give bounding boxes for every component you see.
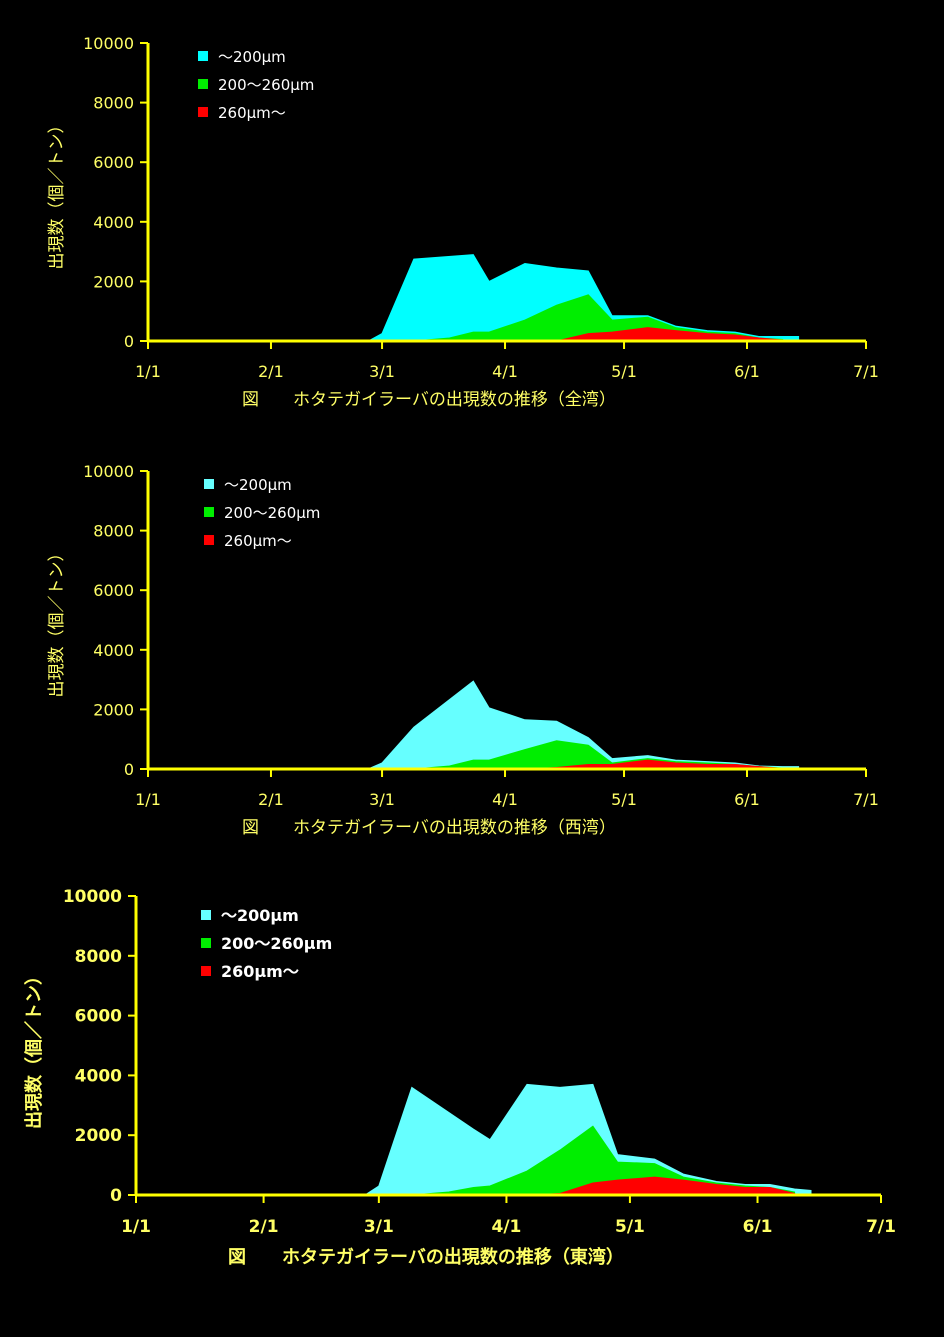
y-axis-title: 出現数（個／トン） xyxy=(47,545,67,698)
y-tick-label: 4000 xyxy=(93,641,134,660)
legend-swatch xyxy=(201,938,211,948)
legend-swatch xyxy=(198,79,208,89)
series-areas xyxy=(321,1083,812,1196)
series-areas xyxy=(326,680,800,770)
legend-label: 〜200μm xyxy=(224,476,292,494)
x-tick-label: 7/1 xyxy=(853,790,879,809)
legend-swatch xyxy=(201,910,211,920)
legend-swatch xyxy=(198,51,208,61)
series-area-1 xyxy=(326,254,800,342)
x-tick-label: 4/1 xyxy=(492,362,518,381)
y-tick-label: 10000 xyxy=(83,34,134,53)
chart-caption: 図 ホタテガイラーバの出現数の推移（西湾） xyxy=(242,818,616,838)
x-tick-label: 3/1 xyxy=(369,790,395,809)
legend-label: 260μm〜 xyxy=(218,104,286,122)
legend-swatch xyxy=(201,966,211,976)
x-tick-label: 4/1 xyxy=(492,790,518,809)
y-tick-label: 0 xyxy=(124,760,134,779)
x-tick-label: 2/1 xyxy=(258,790,284,809)
legend: 〜200μm 200〜260μm 260μm〜 xyxy=(204,476,320,550)
x-tick-label: 7/1 xyxy=(853,362,879,381)
x-tick-label: 2/1 xyxy=(258,362,284,381)
y-tick-label: 0 xyxy=(110,1186,122,1206)
legend-label: 〜200μm xyxy=(221,906,299,925)
y-tick-label: 4000 xyxy=(93,213,134,232)
x-tick-label: 5/1 xyxy=(611,790,637,809)
x-tick-label: 2/1 xyxy=(249,1217,279,1237)
y-tick-label: 8000 xyxy=(93,522,134,541)
series-area-1 xyxy=(326,680,800,770)
x-tick-label: 1/1 xyxy=(135,790,161,809)
x-tick-label: 3/1 xyxy=(364,1217,394,1237)
y-tick-label: 6000 xyxy=(93,153,134,172)
chart-caption: 図 ホタテガイラーバの出現数の推移（全湾） xyxy=(242,390,616,410)
y-tick-label: 10000 xyxy=(63,887,122,907)
x-tick-label: 6/1 xyxy=(734,790,760,809)
x-tick-label: 1/1 xyxy=(135,362,161,381)
x-tick-label: 6/1 xyxy=(734,362,760,381)
y-tick-label: 8000 xyxy=(75,947,122,967)
chart-panel-west-bay: 10000 8000 6000 4000 2000 01/1 2/1 3/1 4/1 5/1 6/1… xyxy=(47,462,879,838)
x-tick-label: 7/1 xyxy=(866,1217,896,1237)
legend-label: 200〜260μm xyxy=(224,504,320,522)
chart-panel-all-bay: 10000 8000 6000 4000 2000 01/1 2/1 3/1 4/1 5/1 6/1… xyxy=(47,34,879,410)
chart-panel-east-bay: 10000 8000 6000 4000 2000 0 1/1 2/1 3/1 4/1 5/1 6/1… xyxy=(23,887,896,1268)
legend-swatch xyxy=(204,479,214,489)
legend-label: 260μm〜 xyxy=(224,532,292,550)
legend: 〜200μm 200〜260μm 260μm〜 xyxy=(201,906,332,981)
legend-label: 200〜260μm xyxy=(218,76,314,94)
y-tick-label: 6000 xyxy=(93,581,134,600)
x-tick-label: 5/1 xyxy=(611,362,637,381)
y-axis-title: 出現数（個／トン） xyxy=(47,117,67,270)
legend-swatch xyxy=(198,107,208,117)
legend: 〜200μm 200〜260μm 260μm〜 xyxy=(198,48,314,122)
series-area-1 xyxy=(321,1083,812,1196)
legend-swatch xyxy=(204,507,214,517)
legend-swatch xyxy=(204,535,214,545)
x-tick-label: 4/1 xyxy=(492,1217,522,1237)
y-tick-label: 8000 xyxy=(93,94,134,113)
y-axis-title: 出現数（個／トン） xyxy=(23,967,45,1129)
y-tick-label: 2000 xyxy=(75,1126,122,1146)
series-areas xyxy=(326,254,800,342)
legend-label: 260μm〜 xyxy=(221,962,299,981)
y-tick-label: 0 xyxy=(124,332,134,351)
chart-caption: 図 ホタテガイラーバの出現数の推移（東湾） xyxy=(228,1246,624,1268)
y-tick-label: 2000 xyxy=(93,700,134,719)
x-tick-label: 1/1 xyxy=(121,1217,151,1237)
legend-label: 200〜260μm xyxy=(221,934,332,953)
y-tick-label: 10000 xyxy=(83,462,134,481)
legend-label: 〜200μm xyxy=(218,48,286,66)
x-tick-label: 3/1 xyxy=(369,362,395,381)
y-tick-label: 4000 xyxy=(75,1066,122,1086)
x-tick-label: 6/1 xyxy=(743,1217,773,1237)
y-tick-label: 6000 xyxy=(75,1007,122,1027)
x-tick-label: 5/1 xyxy=(615,1217,645,1237)
y-tick-label: 2000 xyxy=(93,272,134,291)
